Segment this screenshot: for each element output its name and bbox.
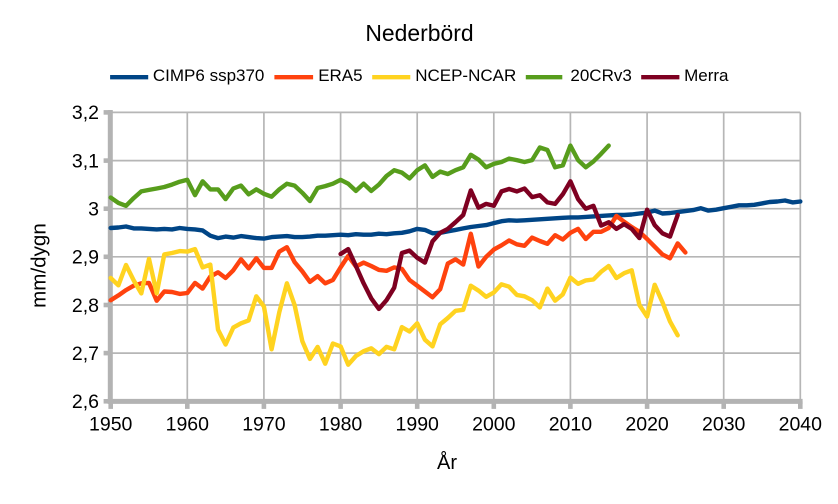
svg-text:1980: 1980 [319, 414, 363, 436]
svg-text:mm/dygn: mm/dygn [27, 223, 50, 308]
svg-text:1960: 1960 [166, 414, 210, 436]
svg-text:2030: 2030 [702, 414, 746, 436]
svg-text:NCEP-NCAR: NCEP-NCAR [415, 66, 516, 85]
svg-text:1990: 1990 [396, 414, 440, 436]
svg-text:1950: 1950 [89, 414, 133, 436]
svg-text:CIMP6 ssp370: CIMP6 ssp370 [153, 66, 265, 85]
svg-text:3,1: 3,1 [72, 150, 99, 172]
svg-text:2,9: 2,9 [72, 247, 99, 269]
svg-text:3: 3 [88, 199, 99, 221]
svg-text:2,7: 2,7 [72, 343, 99, 365]
svg-text:20CRv3: 20CRv3 [570, 66, 631, 85]
svg-text:1970: 1970 [242, 414, 286, 436]
svg-text:3,2: 3,2 [72, 102, 99, 124]
svg-text:2010: 2010 [549, 414, 593, 436]
svg-text:2,8: 2,8 [72, 295, 99, 317]
svg-text:2,6: 2,6 [72, 391, 99, 413]
svg-text:2020: 2020 [625, 414, 669, 436]
svg-text:År: År [437, 451, 457, 474]
svg-text:Nederbörd: Nederbörd [365, 20, 473, 46]
svg-text:ERA5: ERA5 [318, 66, 362, 85]
svg-text:2000: 2000 [472, 414, 516, 436]
svg-text:2040: 2040 [779, 414, 823, 436]
svg-text:Merra: Merra [684, 66, 729, 85]
